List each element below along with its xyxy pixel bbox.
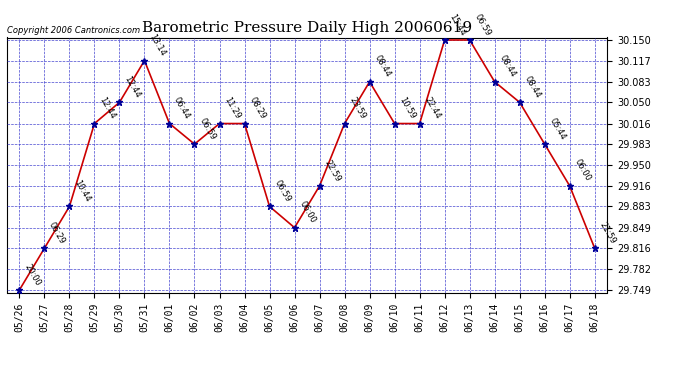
Text: 10:44: 10:44 [72,178,92,204]
Text: 20:00: 20:00 [22,262,42,287]
Title: Barometric Pressure Daily High 20060619: Barometric Pressure Daily High 20060619 [142,21,472,35]
Text: 08:44: 08:44 [497,54,517,79]
Text: 08:29: 08:29 [247,96,267,121]
Text: 23:59: 23:59 [347,96,367,121]
Text: 12:44: 12:44 [122,75,142,100]
Text: 12:44: 12:44 [97,96,117,121]
Text: 08:44: 08:44 [522,74,542,100]
Text: 08:44: 08:44 [373,54,392,79]
Text: 21:59: 21:59 [598,220,617,246]
Text: 06:59: 06:59 [197,116,217,141]
Text: 06:59: 06:59 [273,178,292,204]
Text: 06:00: 06:00 [297,200,317,225]
Text: 06:00: 06:00 [573,158,592,183]
Text: 06:59: 06:59 [473,12,492,37]
Text: 05:44: 05:44 [547,116,567,141]
Text: 13:14: 13:14 [147,33,167,58]
Text: 22:44: 22:44 [422,96,442,121]
Text: 15:44: 15:44 [447,12,467,37]
Text: 11:29: 11:29 [222,96,242,121]
Text: 06:29: 06:29 [47,220,67,246]
Text: 06:44: 06:44 [172,96,192,121]
Text: Copyright 2006 Cantronics.com: Copyright 2006 Cantronics.com [7,26,140,35]
Text: 22:59: 22:59 [322,158,342,183]
Text: 10:59: 10:59 [397,96,417,121]
